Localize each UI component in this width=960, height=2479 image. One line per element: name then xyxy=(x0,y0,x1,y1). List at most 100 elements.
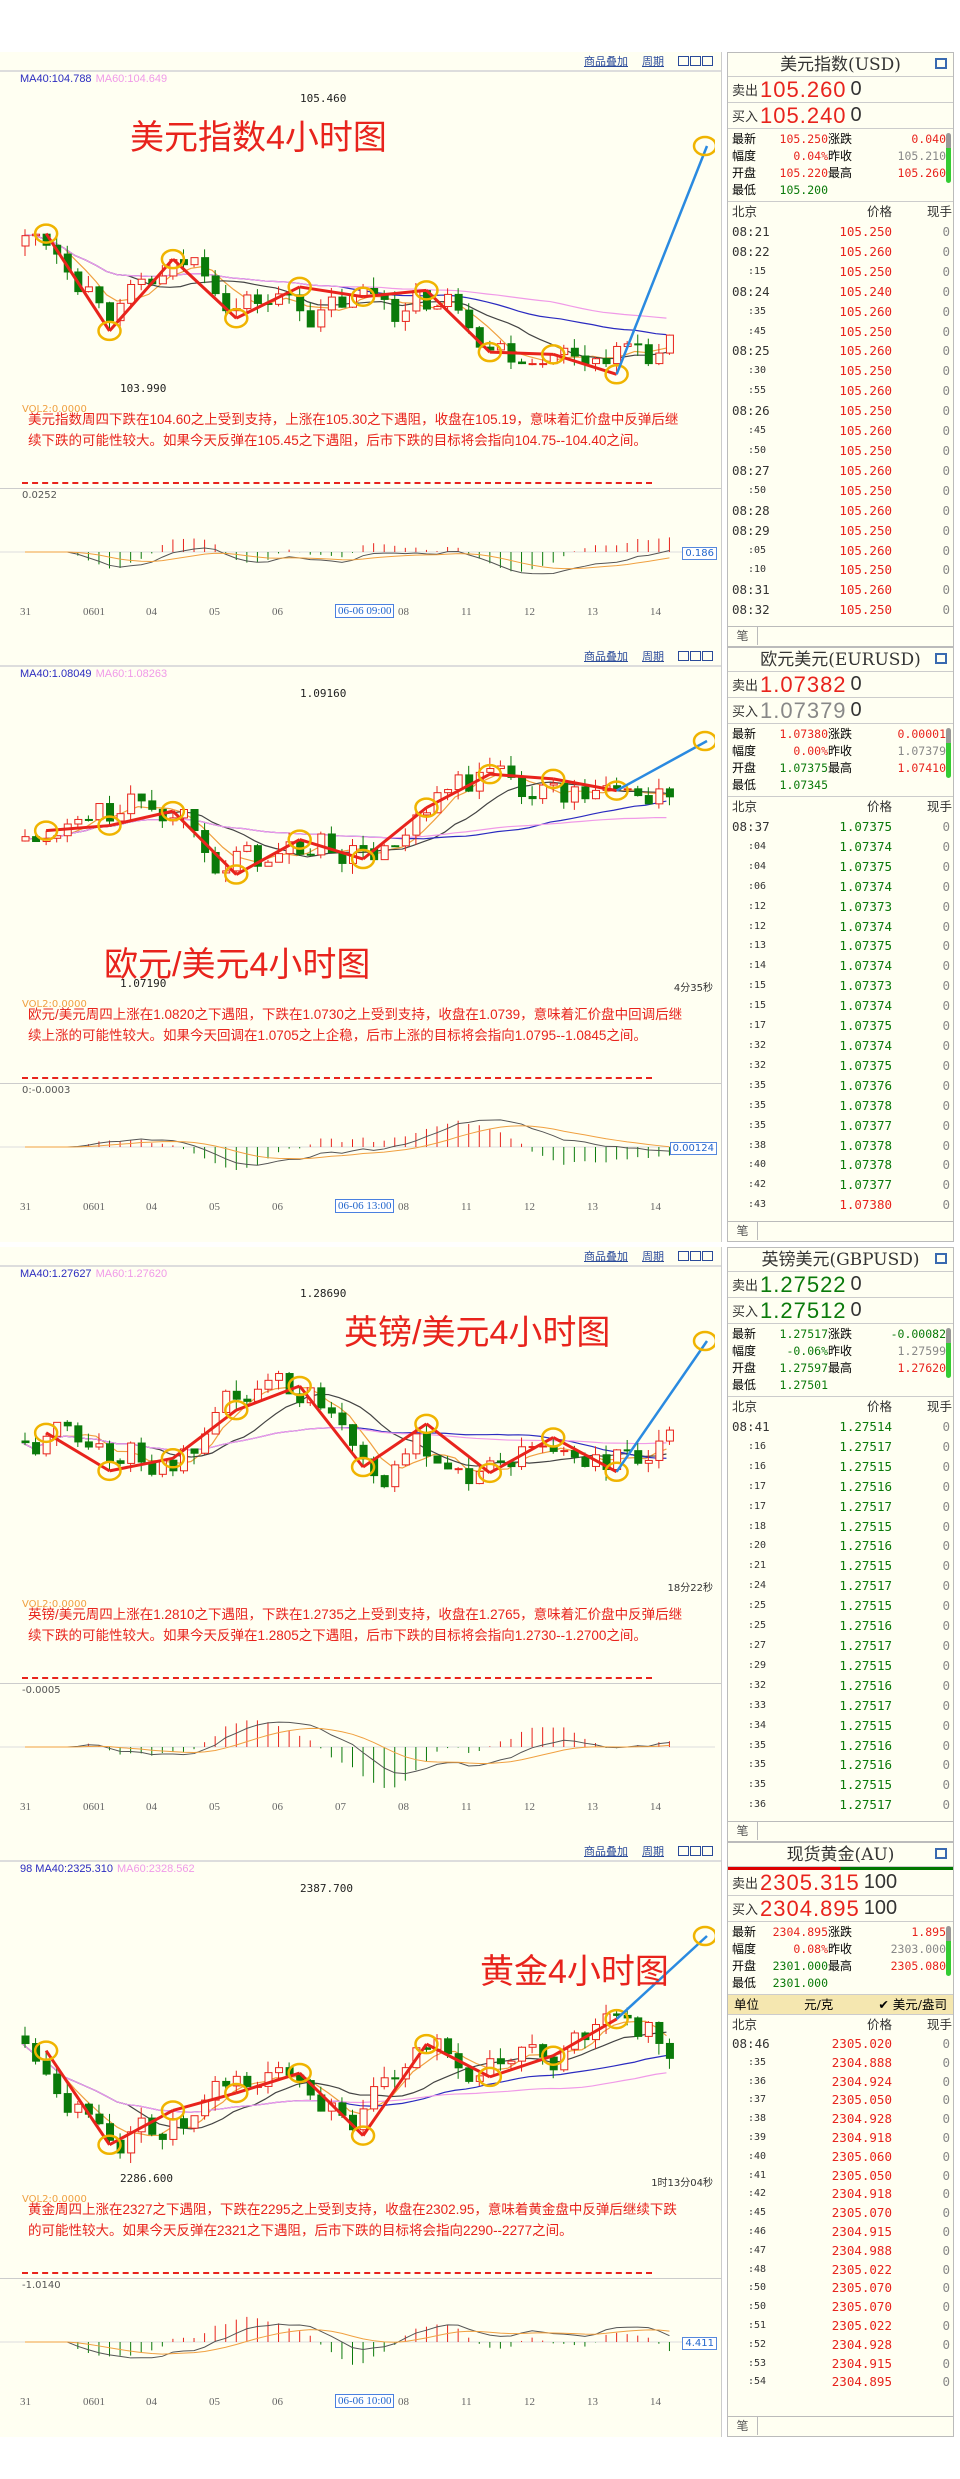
kline-chart[interactable]: 商品叠加 周期 MA40:104.788 MA60:104.649 美元指数4小时图 10… xyxy=(0,52,722,647)
candle-body xyxy=(391,1464,400,1488)
period-link[interactable]: 周期 xyxy=(642,55,664,68)
sell-quote: 卖出 1.07382 0 xyxy=(728,672,953,698)
ma60-line xyxy=(21,2043,667,2113)
panel-tabs: 笔 xyxy=(728,2416,953,2436)
tick-row: :54 2304.895 0 xyxy=(728,2373,953,2392)
stat-label-low: 最低 xyxy=(732,1976,757,1990)
overlay-link[interactable]: 商品叠加 xyxy=(584,650,628,663)
ma-legend: MA40:1.27627 MA60:1.27620 xyxy=(20,1268,167,1280)
tab-trades[interactable]: 笔 xyxy=(728,1822,758,1840)
unit-selector[interactable]: 单位 元/克 ✔ 美元/盎司 xyxy=(728,1995,953,2015)
window-icon[interactable] xyxy=(702,1251,713,1261)
period-link[interactable]: 周期 xyxy=(642,1250,664,1263)
sell-qty: 0 xyxy=(850,1273,862,1295)
stats-scrollbar[interactable] xyxy=(946,728,951,778)
candle-body xyxy=(63,1421,72,1427)
candle-body xyxy=(253,845,262,867)
candle-body xyxy=(74,818,83,825)
window-icon[interactable] xyxy=(702,651,713,661)
period-link[interactable]: 周期 xyxy=(642,1845,664,1858)
tick-row: :35 2304.888 0 xyxy=(728,2054,953,2073)
tick-volume: 0 xyxy=(942,224,950,239)
kline-chart[interactable]: 商品叠加 周期 98 MA40:2325.310 MA60:2328.562 黄金4小时… xyxy=(0,1842,722,2437)
trend-arrow xyxy=(298,1385,365,1468)
chart-title: 美元指数4小时图 xyxy=(130,119,387,157)
candle-body xyxy=(42,1435,51,1455)
maximize-icon[interactable] xyxy=(935,1253,947,1264)
stats-scrollbar[interactable] xyxy=(946,133,951,183)
tick-row: :52 2304.928 0 xyxy=(728,2336,953,2355)
panel-tabs: 笔 xyxy=(728,1221,953,1241)
candle xyxy=(232,1380,241,1411)
tick-volume: 0 xyxy=(942,2336,950,2352)
tick-row: 08:31 105.260 0 xyxy=(728,580,953,600)
left-arrow-icon[interactable] xyxy=(678,56,689,66)
tick-row: :21 1.27515 0 xyxy=(728,1556,953,1576)
window-icon[interactable] xyxy=(702,1846,713,1856)
overlay-link[interactable]: 商品叠加 xyxy=(584,1845,628,1858)
right-arrow-icon[interactable] xyxy=(690,1251,701,1261)
highlight-circle xyxy=(350,286,376,307)
kline-chart[interactable]: 商品叠加 周期 MA40:1.27627 MA60:1.27620 英镑/美元4小时图 1… xyxy=(0,1247,722,1842)
tick-price: 1.27515 xyxy=(839,1777,892,1793)
candle-body xyxy=(127,1442,136,1464)
candle-body xyxy=(528,2044,537,2048)
tick-time: :10 xyxy=(748,564,767,576)
left-arrow-icon[interactable] xyxy=(678,651,689,661)
analysis-text: 美元指数周四下跌在104.60之上受到支持，上涨在105.30之下遇阻，收盘在1… xyxy=(28,412,679,448)
tick-row: :37 2305.050 0 xyxy=(728,2091,953,2110)
tab-trades[interactable]: 笔 xyxy=(728,627,758,645)
highlight-circle xyxy=(414,2033,439,2055)
candle xyxy=(275,1370,284,1390)
tick-row: 08:22 105.260 0 xyxy=(728,242,953,262)
tick-volume: 0 xyxy=(942,2073,950,2089)
tick-volume: 0 xyxy=(942,243,950,259)
maximize-icon[interactable] xyxy=(935,58,947,69)
tick-price: 1.27516 xyxy=(839,1478,892,1494)
buy-label: 买入 xyxy=(732,705,759,720)
maximize-icon[interactable] xyxy=(935,1848,947,1859)
highlight-circle xyxy=(97,1460,122,1482)
tab-trades[interactable]: 笔 xyxy=(728,2417,758,2435)
left-arrow-icon[interactable] xyxy=(678,1846,689,1856)
tick-volume: 0 xyxy=(942,1737,950,1753)
stat-value-prev-close: 1.27599 xyxy=(897,1344,946,1358)
tick-row: :45 105.250 0 xyxy=(728,322,953,342)
candle xyxy=(137,272,146,291)
stats-scrollbar[interactable] xyxy=(946,1926,951,1976)
candle xyxy=(380,1474,389,1489)
trend-arrow xyxy=(552,1436,618,1474)
candle-body xyxy=(422,812,431,816)
tick-volume: 0 xyxy=(942,383,950,399)
date-tick: 06-06 10:00 xyxy=(335,2394,395,2408)
tab-trades[interactable]: 笔 xyxy=(728,1222,758,1240)
highlight-circle xyxy=(414,797,439,818)
tick-price: 105.260 xyxy=(839,383,892,399)
tick-volume: 0 xyxy=(942,1458,950,1474)
tick-price: 2305.022 xyxy=(831,2317,892,2333)
right-arrow-icon[interactable] xyxy=(690,56,701,66)
unit-option-ounce[interactable]: ✔ 美元/盎司 xyxy=(878,1997,947,2012)
candle xyxy=(84,815,93,822)
forecast-arrow xyxy=(615,1935,708,2020)
window-icon[interactable] xyxy=(702,56,713,66)
tick-price: 2304.918 xyxy=(831,2129,892,2145)
period-link[interactable]: 周期 xyxy=(642,650,664,663)
right-arrow-icon[interactable] xyxy=(690,651,701,661)
maximize-icon[interactable] xyxy=(935,653,947,664)
candle xyxy=(665,786,674,806)
overlay-link[interactable]: 商品叠加 xyxy=(584,1250,628,1263)
candle-body xyxy=(275,853,284,863)
tick-time: :45 xyxy=(748,325,767,337)
tick-price: 1.07373 xyxy=(839,898,892,914)
tick-row: :40 1.07378 0 xyxy=(728,1155,953,1175)
unit-option-gram[interactable]: 元/克 xyxy=(804,1997,834,2012)
overlay-link[interactable]: 商品叠加 xyxy=(584,55,628,68)
kline-chart[interactable]: 商品叠加 周期 MA40:1.08049 MA60:1.08263 欧元/美元4小时图 1… xyxy=(0,647,722,1242)
left-arrow-icon[interactable] xyxy=(678,1251,689,1261)
chart-title: 黄金4小时图 xyxy=(480,1953,669,1991)
tick-time: :16 xyxy=(748,1460,767,1472)
tick-volume: 0 xyxy=(942,1677,950,1693)
right-arrow-icon[interactable] xyxy=(690,1846,701,1856)
stats-scrollbar[interactable] xyxy=(946,1328,951,1378)
